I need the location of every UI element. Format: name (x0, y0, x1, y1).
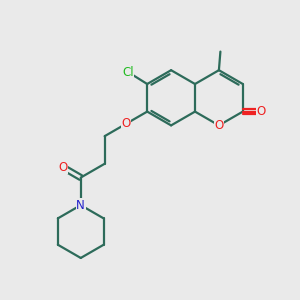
Text: N: N (76, 199, 85, 212)
Text: O: O (257, 105, 266, 118)
Text: O: O (214, 119, 224, 132)
Text: Cl: Cl (122, 65, 134, 79)
Text: O: O (58, 161, 68, 174)
Text: O: O (122, 117, 131, 130)
